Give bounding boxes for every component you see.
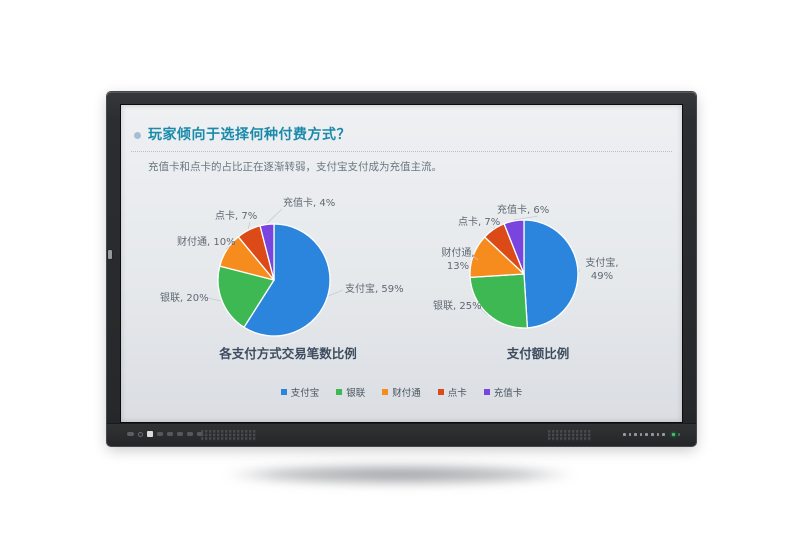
- pie-chart-transaction-count: 支付宝, 59% 银联, 20% 财付通, 10% 点卡, 7% 充值卡, 4%…: [131, 165, 404, 370]
- data-label: 银联, 25%: [433, 301, 482, 312]
- legend-label: 点卡: [447, 388, 467, 399]
- data-label-line: 支付宝,: [585, 258, 619, 269]
- legend-item: 银联: [336, 385, 365, 399]
- legend-swatch: [280, 389, 287, 395]
- pie-slice-4: [503, 219, 525, 275]
- speaker-grille-right: [548, 430, 592, 441]
- power-led: [671, 433, 675, 436]
- control-button[interactable]: [167, 432, 173, 436]
- legend-swatch: [336, 389, 343, 395]
- data-label-line: 49%: [590, 271, 614, 282]
- legend-label: 财付通: [392, 388, 421, 399]
- pie-slice-0: [523, 219, 579, 329]
- bezel-dot-button[interactable]: [662, 433, 665, 436]
- bezel-dot-button[interactable]: [623, 433, 626, 436]
- data-label: 财付通, 13%: [435, 247, 481, 273]
- pie-canvas: [203, 208, 344, 337]
- bezel-dot-button[interactable]: [645, 433, 648, 436]
- chart-legend: 支付宝 银联 财付通 点卡: [121, 385, 682, 399]
- slide-subtitle: 充值卡和点卡的占比正在逐渐转弱，支付宝支付成为充值主流。: [148, 161, 442, 173]
- legend-swatch: [437, 389, 444, 395]
- front-controls: [127, 431, 203, 437]
- data-label: 支付宝, 59%: [345, 284, 404, 295]
- legend-label: 充值卡: [493, 388, 523, 399]
- data-label: 银联, 20%: [160, 293, 209, 304]
- data-label: 点卡, 7%: [458, 217, 501, 228]
- label-leader-line: [477, 305, 488, 316]
- screen: 玩家倾向于选择何种付费方式？ 充值卡和点卡的占比正在逐渐转弱，支付宝支付成为充值…: [120, 104, 683, 423]
- label-leader-line: [328, 289, 344, 297]
- chart-title: 各支付方式交易笔数比例: [219, 346, 357, 361]
- legend-item: 点卡: [437, 385, 467, 399]
- bottom-bezel: [107, 423, 696, 446]
- bezel-dot-button[interactable]: [634, 433, 637, 436]
- legend-item: 财付通: [382, 385, 421, 399]
- title-bullet-icon: [134, 132, 141, 139]
- legend-item: 充值卡: [483, 385, 523, 399]
- label-leader-line: [266, 208, 283, 224]
- bezel-dot-button[interactable]: [639, 433, 643, 436]
- legend-label: 支付宝: [290, 388, 320, 399]
- chart-title: 支付额比例: [506, 346, 570, 361]
- label-leader-line: [513, 215, 539, 221]
- data-label-line: 13%: [446, 261, 470, 272]
- indicator-led-row: [623, 433, 681, 436]
- pie-slice-4: [259, 223, 275, 281]
- data-label: 充值卡, 4%: [283, 198, 336, 209]
- control-button[interactable]: [127, 432, 134, 436]
- bezel-dot-button[interactable]: [650, 433, 654, 436]
- pie-slice-1: [217, 265, 275, 328]
- data-label: 充值卡, 6%: [497, 205, 550, 216]
- control-button[interactable]: [197, 432, 203, 436]
- legend-swatch: [382, 389, 389, 395]
- pie-chart-payment-amount: 支付宝, 49% 银联, 25% 财付通, 13% 点卡, 7% 充值卡, 6%…: [411, 165, 674, 370]
- label-leader-line: [203, 296, 222, 302]
- data-label: 财付通, 10%: [177, 237, 236, 248]
- data-label: 点卡, 7%: [215, 211, 258, 222]
- pie-slice-0: [243, 223, 331, 337]
- display-device: 玩家倾向于选择何种付费方式？ 充值卡和点卡的占比正在逐渐转弱，支付宝支付成为充值…: [107, 92, 696, 446]
- legend-item: 支付宝: [280, 385, 320, 399]
- pie-slice-1: [469, 273, 529, 329]
- control-button[interactable]: [187, 432, 193, 436]
- legend-swatch: [483, 389, 490, 395]
- floor-shadow: [172, 461, 628, 488]
- dotted-divider: [131, 151, 672, 152]
- label-leader-line: [471, 255, 479, 261]
- side-control-button[interactable]: [108, 250, 112, 259]
- data-label: 支付宝, 49%: [579, 257, 625, 283]
- label-leader-line: [492, 226, 496, 229]
- legend-label: 银联: [346, 388, 366, 399]
- presentation-slide: 玩家倾向于选择何种付费方式？ 充值卡和点卡的占比正在逐渐转弱，支付宝支付成为充值…: [121, 105, 682, 422]
- label-leader-line: [247, 221, 251, 230]
- pie-canvas: [469, 215, 580, 329]
- bezel-dot-button[interactable]: [656, 433, 660, 436]
- bezel-dot-button[interactable]: [628, 433, 632, 436]
- label-leader-line: [225, 245, 231, 250]
- data-label-line: 财付通,: [441, 248, 475, 259]
- control-button[interactable]: [157, 432, 163, 436]
- status-led: [677, 433, 681, 436]
- power-button[interactable]: [138, 431, 143, 437]
- speaker-grille-left: [201, 430, 257, 441]
- control-button[interactable]: [177, 432, 183, 436]
- slide-title: 玩家倾向于选择何种付费方式？: [148, 127, 351, 143]
- home-button[interactable]: [147, 431, 153, 437]
